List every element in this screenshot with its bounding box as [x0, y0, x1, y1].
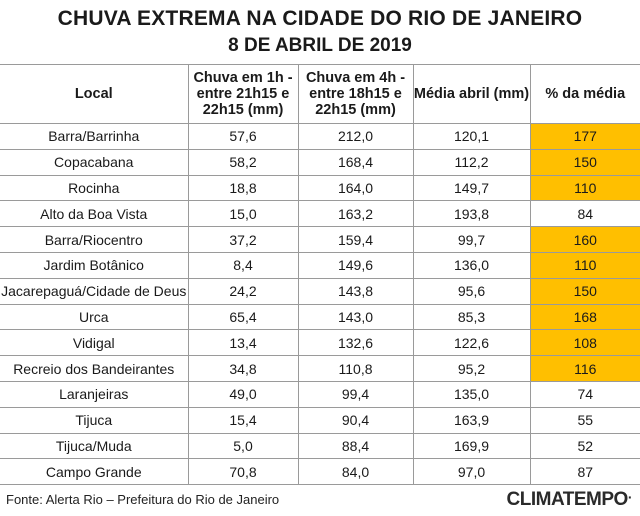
- header-rain-4h: Chuva em 4h - entre 18h15 e 22h15 (mm): [297, 64, 414, 124]
- cell-percent-average: 55: [529, 406, 640, 434]
- cell-april-average: 112,2: [412, 148, 531, 176]
- cell-april-average: 85,3: [412, 303, 531, 331]
- cell-rain-4h: 164,0: [297, 174, 414, 202]
- cell-rain-4h: 110,8: [297, 355, 414, 382]
- cell-local: Tijuca: [0, 406, 189, 434]
- table-row: Barra/Barrinha 57,6 212,0 120,1 177: [0, 123, 640, 150]
- header-local: Local: [0, 64, 189, 124]
- cell-april-average: 120,1: [412, 123, 531, 150]
- page-title: CHUVA EXTREMA NA CIDADE DO RIO DE JANEIR…: [57, 7, 583, 30]
- cell-april-average: 97,0: [412, 458, 531, 486]
- cell-local: Recreio dos Bandeirantes: [0, 355, 189, 382]
- cell-rain-1h: 24,2: [187, 277, 299, 305]
- cell-april-average: 95,6: [412, 277, 531, 305]
- cell-rain-1h: 8,4: [187, 251, 299, 279]
- cell-rain-1h: 13,4: [187, 329, 299, 357]
- cell-percent-average: 150: [529, 277, 640, 305]
- cell-rain-1h: 18,8: [187, 174, 299, 202]
- cell-rain-1h: 34,8: [187, 355, 299, 382]
- cell-rain-4h: 84,0: [297, 458, 414, 486]
- cell-local: Barra/Barrinha: [0, 123, 189, 150]
- cell-april-average: 169,9: [412, 432, 531, 460]
- cell-percent-average: 110: [529, 251, 640, 279]
- cell-rain-1h: 49,0: [187, 380, 299, 408]
- cell-april-average: 149,7: [412, 174, 531, 202]
- logo-text: CLIMATEMPO: [506, 489, 629, 510]
- cell-local: Copacabana: [0, 148, 189, 176]
- cell-rain-4h: 212,0: [297, 123, 414, 150]
- table-row: Jacarepaguá/Cidade de Deus 24,2 143,8 95,6 1…: [0, 277, 640, 305]
- table-row: Copacabana 58,2 168,4 112,2 150: [0, 148, 640, 176]
- cell-rain-4h: 90,4: [297, 406, 414, 434]
- cell-rain-1h: 65,4: [187, 303, 299, 331]
- cell-percent-average: 74: [529, 380, 640, 408]
- table-row: Tijuca/Muda 5,0 88,4 169,9 52: [0, 432, 640, 460]
- cell-percent-average: 52: [529, 432, 640, 460]
- cell-percent-average: 177: [529, 123, 640, 150]
- table-body: Barra/Barrinha 57,6 212,0 120,1 177 Copacaban…: [0, 123, 640, 486]
- header-rain-1h: Chuva em 1h - entre 21h15 e 22h15 (mm): [187, 64, 299, 124]
- cell-rain-4h: 143,8: [297, 277, 414, 305]
- cell-local: Urca: [0, 303, 189, 331]
- cell-april-average: 136,0: [412, 251, 531, 279]
- cell-local: Alto da Boa Vista: [0, 200, 189, 228]
- cell-rain-4h: 143,0: [297, 303, 414, 331]
- table-row: Laranjeiras 49,0 99,4 135,0 74: [0, 380, 640, 408]
- cell-rain-4h: 163,2: [297, 200, 414, 228]
- cell-rain-4h: 149,6: [297, 251, 414, 279]
- page-subtitle: 8 DE ABRIL DE 2019: [228, 35, 412, 56]
- cell-april-average: 163,9: [412, 406, 531, 434]
- cell-rain-1h: 57,6: [187, 123, 299, 150]
- climatempo-logo: CLIMATEMPO·: [506, 489, 633, 510]
- cell-rain-4h: 88,4: [297, 432, 414, 460]
- header-april-average: Média abril (mm): [412, 64, 531, 124]
- table-row: Rocinha 18,8 164,0 149,7 110: [0, 174, 640, 202]
- table-row: Jardim Botânico 8,4 149,6 136,0 110: [0, 251, 640, 279]
- cell-rain-4h: 168,4: [297, 148, 414, 176]
- cell-local: Vidigal: [0, 329, 189, 357]
- cell-percent-average: 160: [529, 226, 640, 253]
- cell-percent-average: 150: [529, 148, 640, 176]
- table-header-row: Local Chuva em 1h - entre 21h15 e 22h15 …: [0, 64, 640, 124]
- cell-local: Laranjeiras: [0, 380, 189, 408]
- table-row: Alto da Boa Vista 15,0 163,2 193,8 84: [0, 200, 640, 228]
- cell-rain-4h: 159,4: [297, 226, 414, 253]
- cell-april-average: 193,8: [412, 200, 531, 228]
- table-row: Urca 65,4 143,0 85,3 168: [0, 303, 640, 331]
- cell-local: Campo Grande: [0, 458, 189, 486]
- header-percent-average: % da média: [529, 64, 640, 124]
- cell-percent-average: 108: [529, 329, 640, 357]
- cell-rain-4h: 99,4: [297, 380, 414, 408]
- cell-rain-1h: 58,2: [187, 148, 299, 176]
- cell-percent-average: 110: [529, 174, 640, 202]
- table-row: Recreio dos Bandeirantes 34,8 110,8 95,2 116: [0, 355, 640, 382]
- table-row: Campo Grande 70,8 84,0 97,0 87: [0, 458, 640, 486]
- cell-local: Rocinha: [0, 174, 189, 202]
- cell-percent-average: 87: [529, 458, 640, 486]
- source-footer: Fonte: Alerta Rio – Prefeitura do Rio de…: [6, 492, 280, 507]
- cell-rain-1h: 15,0: [187, 200, 299, 228]
- cell-rain-4h: 132,6: [297, 329, 414, 357]
- cell-april-average: 99,7: [412, 226, 531, 253]
- cell-april-average: 135,0: [412, 380, 531, 408]
- cell-percent-average: 168: [529, 303, 640, 331]
- cell-local: Tijuca/Muda: [0, 432, 189, 460]
- cell-percent-average: 116: [529, 355, 640, 382]
- rainfall-table: Local Chuva em 1h - entre 21h15 e 22h15 …: [0, 64, 640, 486]
- cell-local: Barra/Riocentro: [0, 226, 189, 253]
- cell-rain-1h: 37,2: [187, 226, 299, 253]
- table-row: Tijuca 15,4 90,4 163,9 55: [0, 406, 640, 434]
- table-row: Barra/Riocentro 37,2 159,4 99,7 160: [0, 226, 640, 253]
- cell-local: Jardim Botânico: [0, 251, 189, 279]
- cell-rain-1h: 70,8: [187, 458, 299, 486]
- cell-rain-1h: 5,0: [187, 432, 299, 460]
- cell-april-average: 122,6: [412, 329, 531, 357]
- cell-local: Jacarepaguá/Cidade de Deus: [0, 277, 189, 305]
- cell-percent-average: 84: [529, 200, 640, 228]
- cell-april-average: 95,2: [412, 355, 531, 382]
- table-row: Vidigal 13,4 132,6 122,6 108: [0, 329, 640, 357]
- cell-rain-1h: 15,4: [187, 406, 299, 434]
